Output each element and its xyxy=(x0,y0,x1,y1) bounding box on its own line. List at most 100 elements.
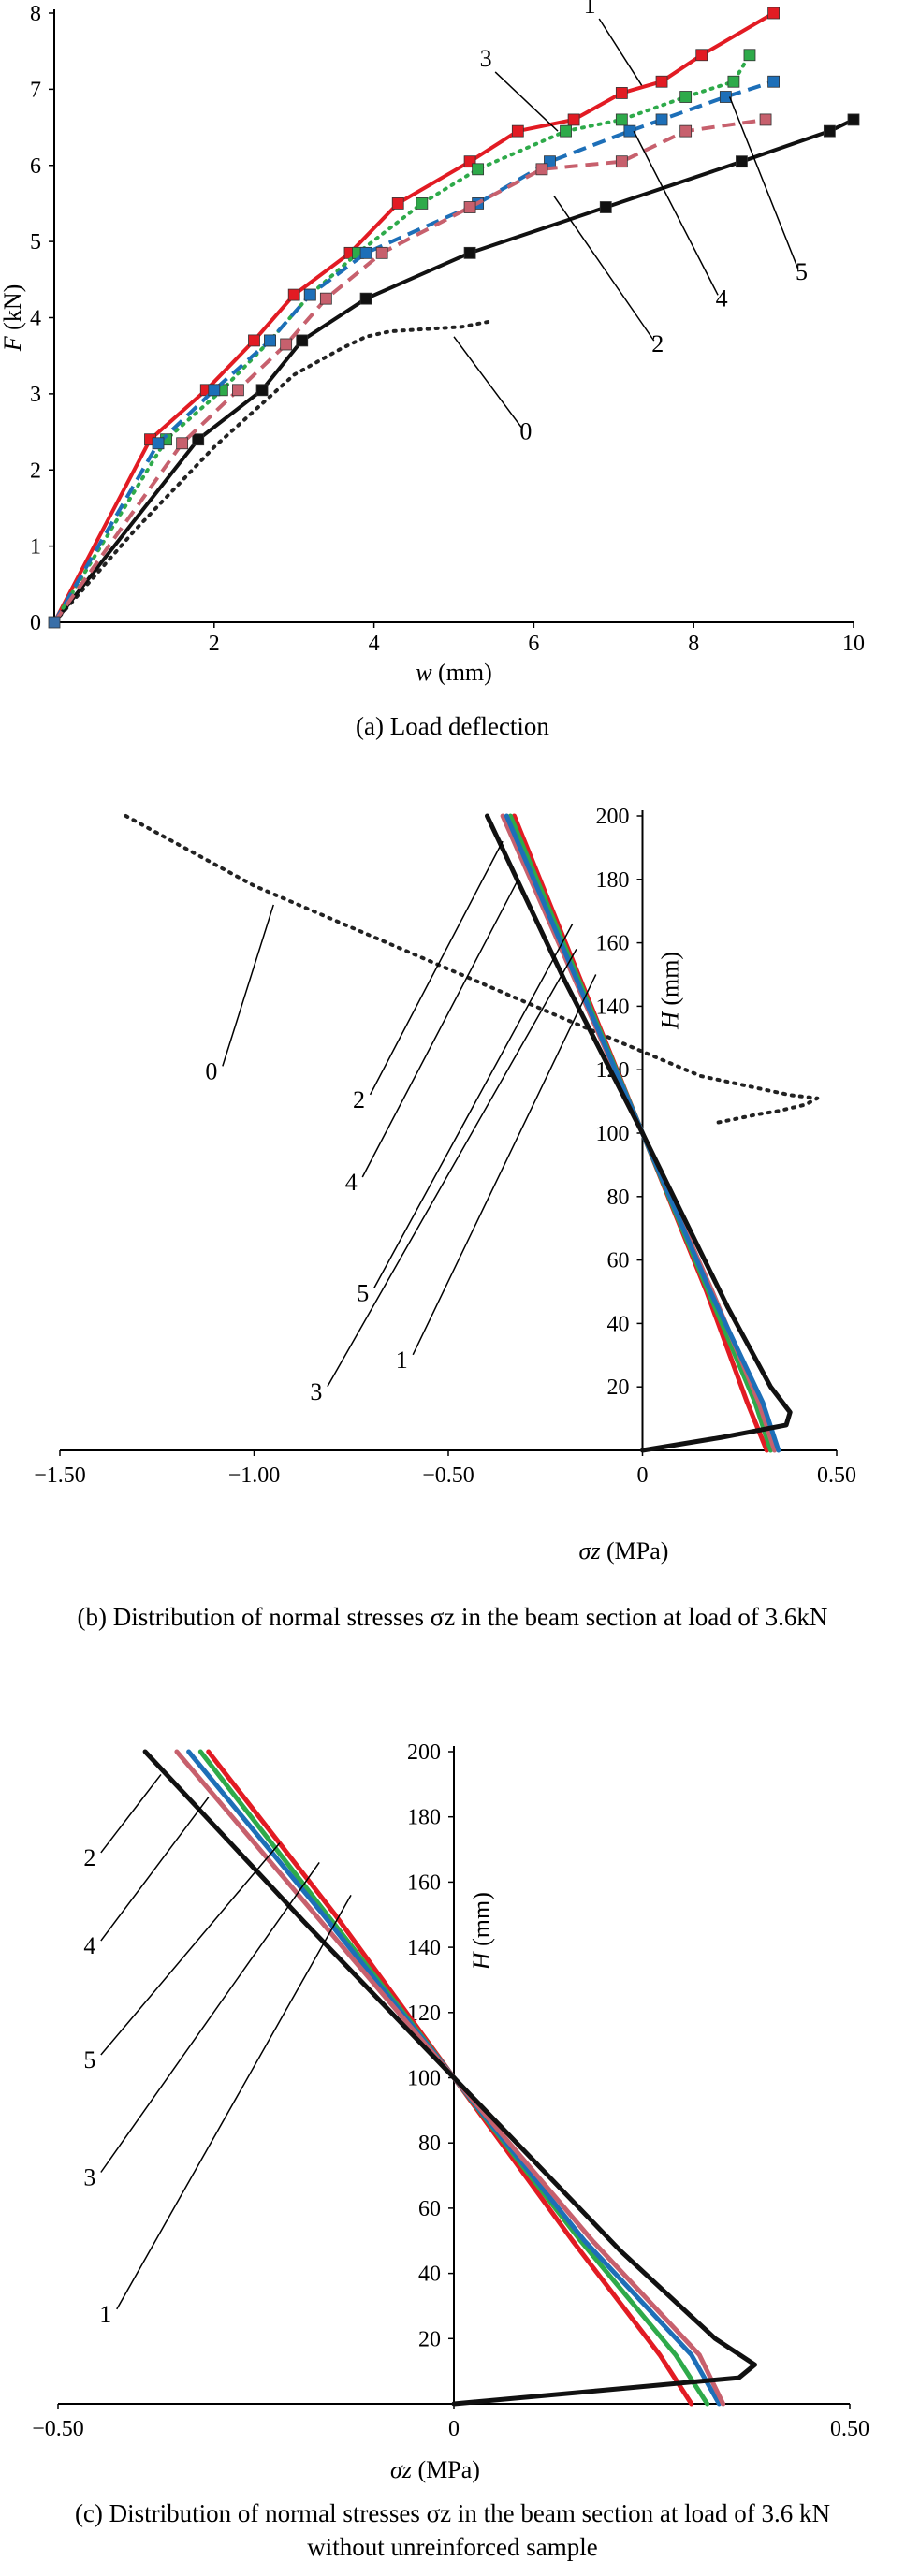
series-point-1 xyxy=(287,288,300,301)
y-tick-label: 20 xyxy=(418,2327,441,2351)
y-tick-label: 140 xyxy=(596,995,630,1019)
curve-label-5: 5 xyxy=(796,258,808,285)
x-tick-label: 6 xyxy=(528,632,539,656)
y-tick-label: 140 xyxy=(407,1936,441,1960)
x-tick-label: 4 xyxy=(369,632,380,656)
curve-label-1: 1 xyxy=(396,1346,408,1374)
panel-c-caption: (c) Distribution of normal stresses σz i… xyxy=(74,2499,831,2561)
y-axis-label: F (kN) xyxy=(0,284,26,352)
y-tick-label: 3 xyxy=(30,383,41,407)
y-tick-label: 200 xyxy=(596,805,630,829)
series-point-1 xyxy=(767,7,780,20)
series-point-5 xyxy=(535,163,548,176)
series-point-4 xyxy=(303,288,316,301)
curve-label-leader xyxy=(598,18,643,86)
series-point-2 xyxy=(192,433,205,446)
curve-label-leader xyxy=(361,879,519,1178)
series-line-2 xyxy=(142,1749,757,2407)
curve-label-4: 4 xyxy=(716,284,728,312)
series-point-5 xyxy=(463,201,476,213)
series-line-2 xyxy=(485,813,793,1453)
x-tick-label: 0.50 xyxy=(830,2417,869,2441)
x-tick-label: −0.50 xyxy=(32,2417,84,2441)
series-point-5 xyxy=(232,384,244,397)
y-axis-label: H (mm) xyxy=(657,952,684,1030)
curve-label-leader xyxy=(100,1797,210,1942)
y-axis-label: H (mm) xyxy=(468,1892,495,1971)
curve-label-leader xyxy=(453,336,523,429)
panel-c-stress-distribution: −0.50 0 0.50 20 40 60 80 100 120 140 160 180 200 H (m… xyxy=(0,1703,905,2576)
y-tick-label: 200 xyxy=(407,1740,441,1765)
series-line-4 xyxy=(504,813,781,1453)
series-point-5 xyxy=(280,338,293,351)
curve-label-leader xyxy=(100,1862,320,2173)
panel-a-caption: (a) Load deflection xyxy=(356,712,549,740)
y-tick-label: 5 xyxy=(30,230,41,255)
y-tick-label: 80 xyxy=(607,1186,630,1210)
y-tick-label: 180 xyxy=(596,868,630,893)
series-line-0 xyxy=(124,814,820,1126)
panel-a-load-deflection: 2 4 6 8 10 0 1 2 3 4 5 6 7 8 w (mm) F (kN) 1 3 2 4 5 0 (a) Lo… xyxy=(0,0,905,758)
series-point-4 xyxy=(152,437,165,450)
x-tick-label: 2 xyxy=(209,632,220,656)
series-point-3 xyxy=(416,197,429,210)
curve-label-leader xyxy=(494,71,559,132)
series-point-5 xyxy=(176,437,189,450)
series-point-4 xyxy=(655,113,668,126)
curve-label-4: 4 xyxy=(345,1169,358,1196)
curve-label-leader xyxy=(373,923,574,1289)
series-point-5 xyxy=(615,155,628,168)
x-tick-label: 0 xyxy=(448,2417,460,2441)
series-point-2 xyxy=(823,124,836,138)
curve-label-leader xyxy=(100,1842,281,2056)
y-tick-label: 60 xyxy=(607,1249,630,1273)
curve-label-leader xyxy=(412,974,597,1356)
series-line-4 xyxy=(52,80,775,624)
panel-b-caption: (b) Distribution of normal stresses σz i… xyxy=(77,1603,828,1631)
y-tick-label: 100 xyxy=(596,1122,630,1146)
series-point-4 xyxy=(623,124,636,138)
curve-label-3: 3 xyxy=(310,1378,322,1405)
series-point-3 xyxy=(615,113,628,126)
series-line-1 xyxy=(52,11,775,623)
curve-label-4: 4 xyxy=(83,1932,95,1959)
x-axis-label: w (mm) xyxy=(416,659,492,686)
series-point-5 xyxy=(375,246,388,259)
curve-label-0: 0 xyxy=(519,418,532,445)
curve-label-2: 2 xyxy=(651,330,664,357)
series-point-1 xyxy=(248,334,260,347)
series-point-4 xyxy=(264,334,276,347)
series-point-2 xyxy=(463,246,476,259)
curve-label-5: 5 xyxy=(357,1280,369,1307)
curve-label-2: 2 xyxy=(83,1844,95,1871)
x-tick-label: −1.00 xyxy=(228,1463,281,1488)
panel-b-stress-distribution: −1.50 −1.00 −0.50 0 0.50 20 40 60 80 100 120 140 160… xyxy=(0,767,905,1684)
y-tick-label: 20 xyxy=(607,1375,630,1400)
x-tick-label: −0.50 xyxy=(422,1463,474,1488)
y-tick-label: 0 xyxy=(30,611,41,635)
curve-label-leader xyxy=(116,1894,352,2310)
series-point-1 xyxy=(567,113,580,126)
y-tick-label: 160 xyxy=(407,1870,441,1895)
curve-label-leader xyxy=(553,195,655,342)
series-point-4 xyxy=(719,91,732,103)
curve-label-leader xyxy=(633,130,719,296)
x-tick-label: 10 xyxy=(842,632,865,656)
y-tick-label: 2 xyxy=(30,458,41,483)
y-tick-label: 100 xyxy=(407,2067,441,2091)
curve-label-leader xyxy=(369,840,504,1096)
stress-distribution-chart-b: −1.50 −1.00 −0.50 0 0.5020406080100120140160… xyxy=(34,805,856,1565)
y-tick-label: 40 xyxy=(607,1312,630,1336)
series-point-4 xyxy=(359,246,372,259)
y-tick-label: 8 xyxy=(30,2,41,26)
load-deflection-chart: 2 4 6 8 10 0 1 2 3 4 5 6 7 8 w (mm) F (kN) 1 3 2 4 5 0 xyxy=(0,0,865,686)
series-point-1 xyxy=(695,49,708,62)
y-tick-label: 80 xyxy=(418,2132,441,2156)
y-tick-label: 160 xyxy=(596,932,630,956)
curve-label-3: 3 xyxy=(83,2164,95,2191)
curve-label-2: 2 xyxy=(353,1086,365,1113)
series-point-3 xyxy=(727,75,740,88)
y-tick-label: 60 xyxy=(418,2197,441,2221)
series-point-3 xyxy=(472,163,485,176)
